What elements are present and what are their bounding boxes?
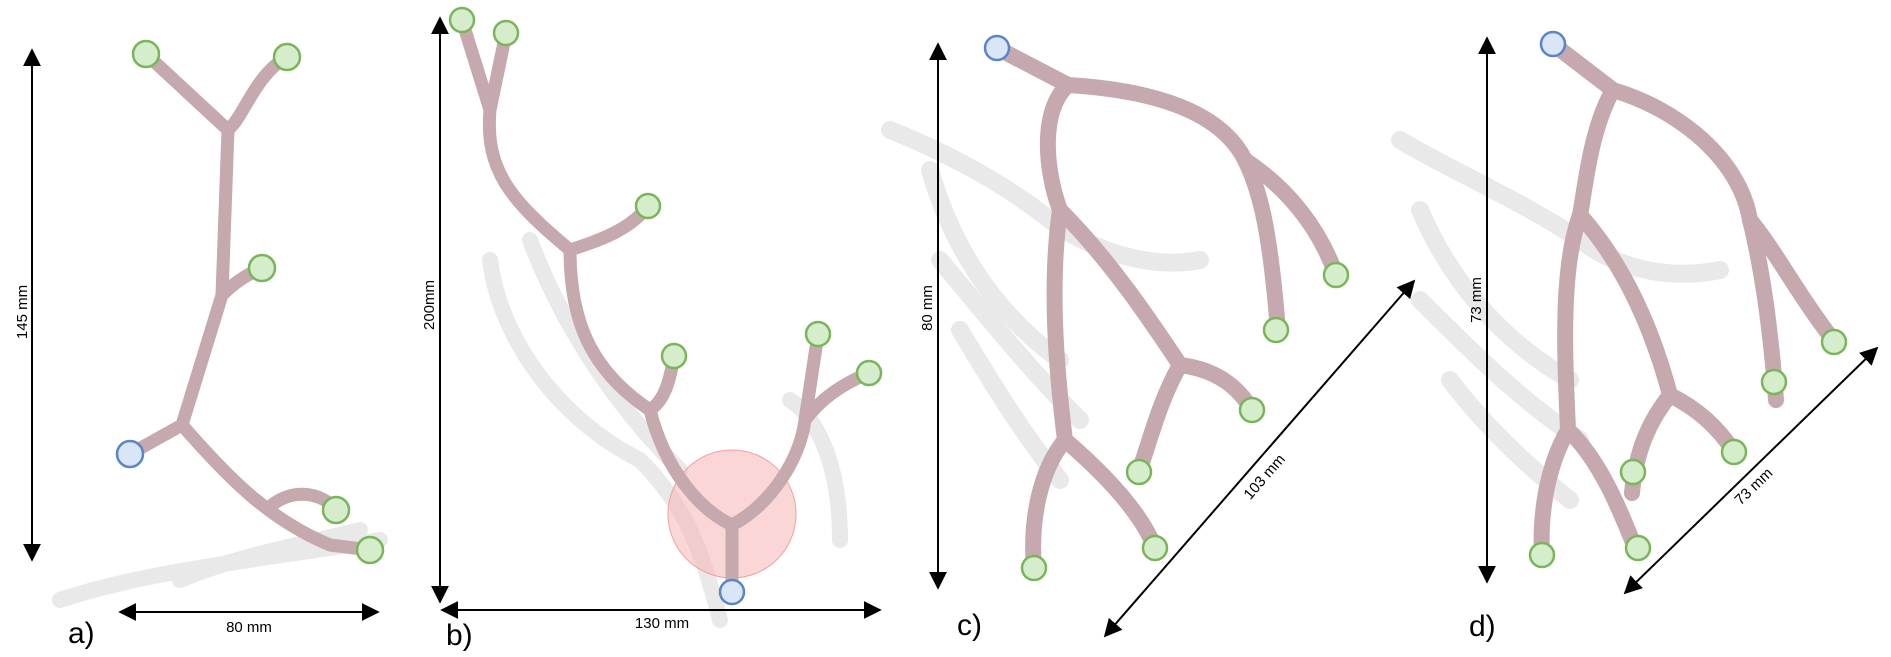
outlet-node [355,535,385,565]
inlet-node [983,34,1011,62]
panel-a-height-label: 145 mm [14,285,31,339]
panel-b-outlets [448,6,883,387]
outlet-node [321,495,351,525]
panel-b-shadow [482,232,848,628]
panel-d-diagonal-arrow [1623,346,1879,595]
panel-c-label: c) [957,609,982,642]
outlet-node [1125,458,1153,486]
panel-b-height-label: 200mm [421,280,438,330]
outlet-node [804,320,832,348]
panel-d-vessel-tree [1533,36,1841,563]
outlet-node [131,39,161,69]
panel-c-diagonal-arrow [1103,279,1416,638]
panel-a-width-label: 80 mm [226,619,272,636]
outlet-node [1238,396,1266,424]
panel-d-label: d) [1469,610,1496,643]
outlet-node [272,42,302,72]
panel-c-diagonal-label: 103 mm [1240,451,1288,503]
outlet-node [634,192,662,220]
outlet-node [448,6,476,34]
outlet-node [1720,438,1748,466]
panel-b-width-label: 130 mm [635,615,689,632]
panel-d-diagonal-label: 73 mm [1731,465,1776,509]
panel-d-height-label: 73 mm [1468,277,1485,323]
panel-a-vessel-tree [123,47,377,557]
outlet-node [1619,458,1647,486]
outlet-node [1760,368,1788,396]
panel-a: 145 mm 80 mm a) [14,39,388,650]
outlet-node [247,253,277,283]
outlet-node [1624,534,1652,562]
outlet-node [855,359,883,387]
outlet-node [492,19,520,47]
panel-a-outlets [131,39,385,565]
outlet-node [1141,534,1169,562]
panel-c-vessel-tree [989,40,1344,576]
outlet-node [1262,316,1290,344]
panel-d: 73 mm 73 mm d) [1391,30,1879,643]
outlet-node [1322,261,1350,289]
panel-c-height-label: 80 mm [919,285,936,331]
panel-c: 80 mm 103 mm c) [881,34,1416,642]
inlet-node [1539,30,1567,58]
panel-b-label: b) [446,619,473,652]
outlet-node [660,342,688,370]
inlet-node [718,578,746,606]
outlet-node [1528,541,1556,569]
outlet-node [1820,328,1848,356]
panel-a-label: a) [68,617,95,650]
inlet-node [115,439,145,469]
outlet-node [1020,554,1048,582]
panel-b: 200mm 130 mm b) [421,6,883,652]
